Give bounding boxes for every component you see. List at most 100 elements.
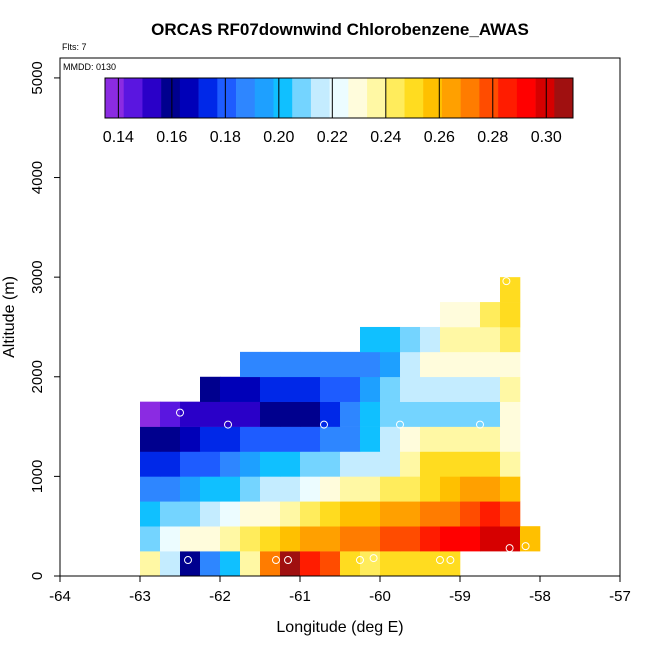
heatmap-cell [440, 426, 461, 452]
heatmap-cell [500, 351, 521, 378]
y-tick-label: 5000 [29, 61, 46, 94]
heatmap-cell [280, 376, 301, 402]
heatmap-cell [220, 401, 241, 427]
heatmap-cell [140, 451, 161, 477]
heatmap-cell [460, 401, 481, 427]
x-tick-label: -58 [529, 588, 551, 605]
heatmap-cell [300, 426, 321, 452]
heatmap-cell [340, 401, 361, 427]
heatmap-cell [440, 302, 461, 328]
heatmap-cell [480, 526, 501, 552]
x-tick-label: -57 [609, 588, 631, 605]
heatmap-cell [400, 551, 421, 577]
heatmap-cell [400, 501, 421, 527]
heatmap-cell [420, 526, 441, 552]
heatmap-cell [420, 426, 441, 452]
heatmap-cell [360, 451, 381, 477]
heatmap-cell [340, 426, 361, 452]
heatmap-cell [480, 501, 501, 527]
heatmap-cell [480, 326, 501, 353]
heatmap-cell [220, 376, 241, 402]
sample-point-marker [521, 542, 530, 551]
x-tick-label: -59 [449, 588, 471, 605]
y-tick-label: 1000 [29, 460, 46, 493]
colorbar-swatch [535, 78, 555, 118]
heatmap-cell [180, 501, 201, 527]
colorbar-swatch [179, 78, 199, 118]
sample-point-marker [284, 556, 292, 565]
heatmap-cell [420, 351, 441, 378]
heatmap-cell [400, 526, 421, 552]
heatmap-cell [440, 476, 461, 502]
heatmap-cell [380, 376, 401, 402]
colorbar-tick-label: 0.18 [210, 129, 241, 146]
sample-point-marker [224, 420, 232, 429]
heatmap-cell [300, 526, 321, 552]
colorbar-tick-label: 0.22 [317, 129, 348, 146]
heatmap-cell [260, 426, 281, 452]
heatmap-cell [440, 501, 461, 527]
heatmap-cell [240, 351, 261, 378]
heatmap-cell [140, 551, 161, 577]
y-tick-label: 2000 [29, 360, 46, 393]
x-axis-label: Longitude (deg E) [276, 619, 403, 636]
x-tick-label: -60 [369, 588, 391, 605]
heatmap-cell [360, 476, 381, 502]
date-label: MMDD: 0130 [63, 62, 116, 72]
heatmap-cell [320, 501, 341, 527]
heatmap-cell [360, 351, 381, 378]
heatmap-cell [500, 376, 521, 402]
heatmap-cell [500, 302, 521, 328]
heatmap-cell [300, 376, 321, 402]
heatmap-cell [240, 551, 261, 577]
heatmap-cell [380, 401, 401, 427]
heatmap-cell [240, 476, 261, 502]
heatmap-cell [500, 501, 521, 527]
heatmap-cell [260, 501, 281, 527]
sample-point-marker [320, 420, 328, 429]
heatmap-cell [400, 351, 421, 378]
heatmap-cell [320, 476, 341, 502]
heatmap-cell [140, 526, 161, 552]
heatmap-cell [380, 476, 401, 502]
colorbar-swatch [273, 78, 293, 118]
colorbar-swatch [142, 78, 162, 118]
colorbar: 0.14 0.16 0.18 0.20 0.22 0.24 0.26 0.28 0.30 [103, 77, 574, 146]
heatmap-cell [200, 501, 221, 527]
heatmap-cell [260, 401, 281, 427]
heatmap-cell [400, 376, 421, 402]
heatmap-cell [240, 451, 261, 477]
colorbar-swatch [404, 78, 424, 118]
heatmap-cell [260, 351, 281, 378]
colorbar-swatch [217, 78, 237, 118]
heatmap-cell [300, 401, 321, 427]
heatmap-cells [140, 277, 541, 577]
heatmap-cell [280, 501, 301, 527]
heatmap-cell [380, 551, 401, 577]
heatmap-cell [500, 401, 521, 427]
y-tick-label: 4000 [29, 161, 46, 194]
heatmap-cell [220, 476, 241, 502]
colorbar-swatch [423, 78, 443, 118]
heatmap-cell [280, 426, 301, 452]
colorbar-frame [104, 77, 574, 119]
heatmap-cell [220, 451, 241, 477]
colorbar-swatch [254, 78, 274, 118]
heatmap-cell [320, 351, 341, 378]
heatmap-cell [200, 476, 221, 502]
heatmap-cell [200, 426, 221, 452]
heatmap-cell [420, 451, 441, 477]
colorbar-swatch [198, 78, 218, 118]
sample-point-marker [436, 556, 444, 565]
heatmap-cell [240, 401, 261, 427]
heatmap-cell [440, 351, 461, 378]
colorbar-swatch [441, 78, 461, 118]
heatmap-cell [220, 426, 241, 452]
heatmap-cell [480, 451, 501, 477]
sample-point-marker [396, 420, 404, 429]
sample-point-marker [502, 277, 511, 286]
heatmap-cell [300, 351, 321, 378]
heatmap-cell [380, 351, 401, 378]
heatmap-cell [460, 326, 481, 353]
